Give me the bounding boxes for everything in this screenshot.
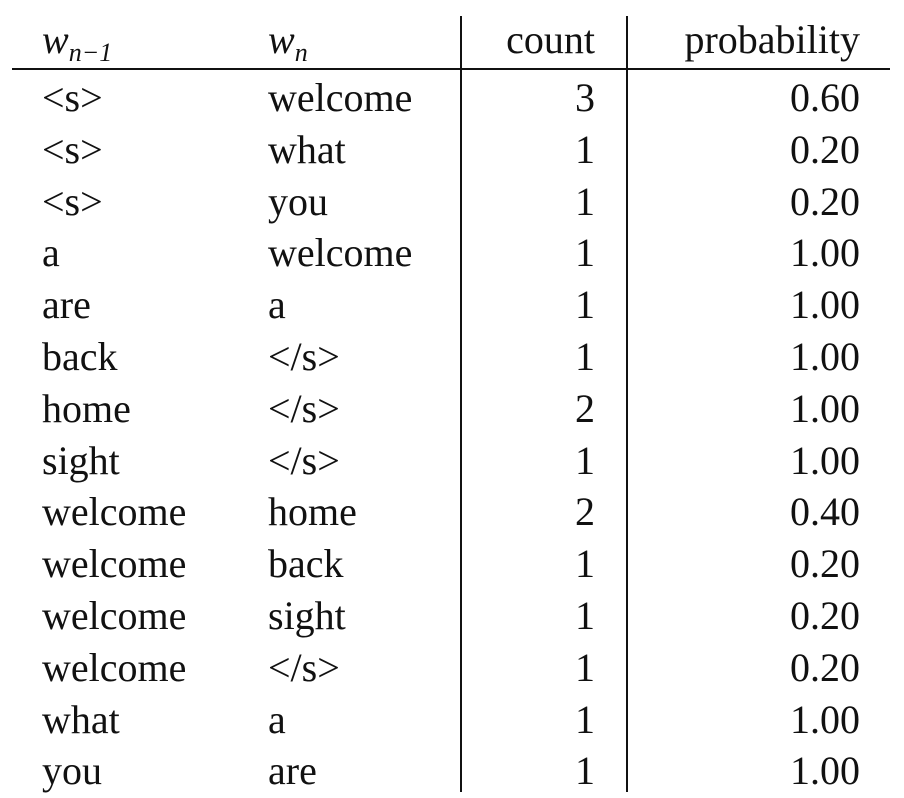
cell-count: 3 — [575, 75, 595, 120]
header-word-subscript: n — [294, 38, 308, 67]
cell-probability: 1.00 — [790, 385, 860, 431]
cell-prev-word: home — [42, 385, 131, 431]
header-prev-word-subscript: n−1 — [68, 38, 113, 67]
table-row: welcome home 2 0.40 — [12, 486, 890, 538]
cell-word: a — [268, 696, 286, 742]
cell-prev-word: a — [42, 230, 60, 276]
cell-word: home — [268, 489, 357, 535]
cell-probability: 0.20 — [790, 126, 860, 172]
table-row: what a 1 1.00 — [12, 694, 890, 746]
cell-count: 1 — [575, 644, 595, 690]
cell-word: back — [268, 541, 344, 587]
cell-word: welcome — [268, 75, 413, 120]
table-row: <s> welcome 3 0.60 — [12, 72, 890, 124]
column-divider-count — [460, 16, 462, 792]
cell-prev-word: welcome — [42, 541, 187, 587]
cell-count: 1 — [575, 541, 595, 587]
cell-count: 1 — [575, 230, 595, 276]
cell-probability: 0.20 — [790, 541, 860, 587]
cell-probability: 1.00 — [790, 748, 860, 794]
cell-prev-word: back — [42, 333, 118, 379]
cell-count: 1 — [575, 748, 595, 794]
cell-word: </s> — [268, 333, 340, 379]
table-row: <s> you 1 0.20 — [12, 176, 890, 228]
cell-probability: 0.20 — [790, 644, 860, 690]
cell-word: </s> — [268, 385, 340, 431]
cell-probability: 1.00 — [790, 282, 860, 328]
cell-prev-word: welcome — [42, 592, 187, 638]
cell-word: you — [268, 178, 328, 224]
cell-prev-word: <s> — [42, 126, 103, 172]
cell-word: </s> — [268, 644, 340, 690]
cell-count: 1 — [575, 178, 595, 224]
table-row: welcome </s> 1 0.20 — [12, 642, 890, 694]
table-header: wn−1 wn count probability — [12, 14, 890, 68]
table-row: <s> what 1 0.20 — [12, 124, 890, 176]
table-body: <s> welcome 3 0.60 <s> what 1 0.20 <s> you 1 0.20 a w… — [12, 72, 890, 797]
header-word: wn — [268, 14, 308, 66]
header-prev-word-base: w — [42, 17, 69, 62]
cell-count: 1 — [575, 437, 595, 483]
cell-probability: 0.20 — [790, 178, 860, 224]
cell-word: </s> — [268, 437, 340, 483]
cell-prev-word: <s> — [42, 75, 103, 120]
header-count: count — [506, 17, 595, 62]
cell-prev-word: welcome — [42, 644, 187, 690]
table-row: welcome back 1 0.20 — [12, 538, 890, 590]
cell-word: are — [268, 748, 317, 794]
table-row: a welcome 1 1.00 — [12, 227, 890, 279]
cell-word: sight — [268, 592, 346, 638]
table-row: back </s> 1 1.00 — [12, 331, 890, 383]
table-row: sight </s> 1 1.00 — [12, 435, 890, 487]
cell-prev-word: welcome — [42, 489, 187, 535]
cell-count: 1 — [575, 592, 595, 638]
table-row: home </s> 2 1.00 — [12, 383, 890, 435]
cell-probability: 1.00 — [790, 230, 860, 276]
cell-count: 2 — [575, 385, 595, 431]
cell-prev-word: are — [42, 282, 91, 328]
table-row: are a 1 1.00 — [12, 279, 890, 331]
cell-probability: 0.60 — [790, 75, 860, 120]
cell-count: 1 — [575, 282, 595, 328]
cell-word: a — [268, 282, 286, 328]
cell-count: 1 — [575, 126, 595, 172]
header-word-base: w — [268, 17, 295, 62]
cell-probability: 0.20 — [790, 592, 860, 638]
cell-count: 2 — [575, 489, 595, 535]
cell-probability: 1.00 — [790, 696, 860, 742]
bigram-table: wn−1 wn count probability <s> welcome 3 0.6… — [12, 14, 890, 798]
cell-count: 1 — [575, 696, 595, 742]
header-probability: probability — [684, 17, 860, 62]
table-row: you are 1 1.00 — [12, 745, 890, 797]
table-row: welcome sight 1 0.20 — [12, 590, 890, 642]
column-divider-probability — [626, 16, 628, 792]
cell-probability: 0.40 — [790, 489, 860, 535]
cell-prev-word: what — [42, 696, 120, 742]
cell-prev-word: sight — [42, 437, 120, 483]
cell-prev-word: <s> — [42, 178, 103, 224]
cell-word: welcome — [268, 230, 413, 276]
cell-probability: 1.00 — [790, 437, 860, 483]
cell-prev-word: you — [42, 748, 102, 794]
header-prev-word: wn−1 — [42, 14, 112, 66]
cell-count: 1 — [575, 333, 595, 379]
cell-word: what — [268, 126, 346, 172]
cell-probability: 1.00 — [790, 333, 860, 379]
header-rule — [12, 68, 890, 70]
